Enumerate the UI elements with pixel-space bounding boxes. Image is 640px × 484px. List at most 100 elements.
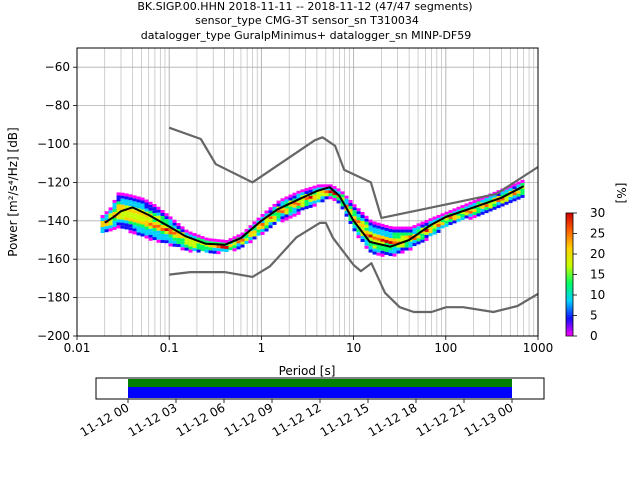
density-cell [500, 191, 505, 195]
density-cell [132, 213, 137, 217]
density-cell [300, 207, 305, 211]
density-cell [368, 234, 373, 238]
density-cell [284, 199, 289, 203]
density-cell [396, 229, 401, 233]
density-cell [188, 249, 193, 253]
density-cell [344, 204, 349, 208]
density-cell [448, 210, 453, 214]
density-cell [420, 236, 425, 240]
density-cell [108, 213, 113, 217]
density-cell [440, 213, 445, 217]
density-cell [144, 208, 149, 212]
density-cell [264, 219, 269, 223]
density-cell [252, 221, 257, 225]
density-cell [336, 188, 341, 192]
density-cell [144, 214, 149, 218]
density-cell [248, 234, 253, 238]
density-cell [396, 244, 401, 248]
density-cell [216, 251, 221, 255]
density-cell [112, 217, 117, 221]
density-cell [124, 205, 129, 209]
density-cell [116, 219, 121, 223]
density-cell [316, 187, 321, 191]
density-cell [236, 246, 241, 250]
density-cell [400, 244, 405, 248]
density-cell [304, 197, 309, 201]
density-cell [184, 232, 189, 236]
density-cell [160, 209, 165, 213]
density-cell [292, 207, 297, 211]
density-cell [376, 234, 381, 238]
timeline-tick-label: 11-12 00 [78, 400, 132, 439]
density-cell [132, 195, 137, 199]
density-cell [404, 235, 409, 239]
density-cell [384, 230, 389, 234]
density-cell [164, 234, 169, 238]
density-cell [416, 223, 421, 227]
density-cell [448, 219, 453, 223]
y-tick-label: −200 [37, 329, 70, 343]
density-cell [404, 226, 409, 230]
density-cell [460, 211, 465, 215]
density-cell [368, 222, 373, 226]
density-cell [196, 246, 201, 250]
density-cell [168, 234, 173, 238]
timeline-bars [128, 379, 512, 398]
density-cell [272, 206, 277, 210]
density-cell [104, 223, 109, 227]
density-cell [264, 222, 269, 226]
timeline-tick-label: 11-13 00 [462, 400, 516, 439]
density-cell [388, 238, 393, 242]
density-cell [132, 201, 137, 205]
density-cell [356, 211, 361, 215]
density-cell [160, 233, 165, 237]
density-cell [296, 199, 301, 203]
y-tick-label: −180 [37, 291, 70, 305]
density-cell [384, 248, 389, 252]
density-cell [468, 204, 473, 208]
density-cell [132, 225, 137, 229]
density-cell [128, 194, 133, 198]
density-cell [408, 232, 413, 236]
density-cell [172, 231, 177, 235]
density-cell [168, 222, 173, 226]
density-cell [456, 206, 461, 210]
density-cell [436, 226, 441, 230]
density-cell [256, 223, 261, 227]
colorbar-scale [565, 212, 574, 337]
density-cell [212, 238, 217, 242]
density-cell [392, 235, 397, 239]
density-cell [160, 212, 165, 216]
density-cell [372, 233, 377, 237]
colorbar-tick-label: 20 [590, 247, 605, 261]
density-cell [400, 235, 405, 239]
density-cell [136, 226, 141, 230]
colorbar-tick-label: 15 [590, 268, 605, 282]
density-cell [380, 250, 385, 254]
density-cell [364, 215, 369, 219]
density-cell [492, 194, 497, 198]
colorbar-tick-label: 10 [590, 288, 605, 302]
density-cell [352, 210, 357, 214]
density-cell [500, 197, 505, 201]
density-cell [116, 222, 121, 226]
density-cell [184, 229, 189, 233]
x-tick-label: 1 [258, 341, 266, 355]
density-cell [328, 190, 333, 194]
density-cell [360, 227, 365, 231]
density-cell [512, 183, 517, 187]
density-cell [440, 219, 445, 223]
density-cell [512, 186, 517, 190]
density-cell [408, 244, 413, 248]
density-cell [136, 220, 141, 224]
density-cell [124, 226, 129, 230]
density-cell [516, 190, 521, 194]
density-cell [300, 201, 305, 205]
density-cell [468, 216, 473, 220]
density-cell [332, 186, 337, 190]
density-cell [424, 228, 429, 232]
density-cell [288, 203, 293, 207]
density-cell [144, 202, 149, 206]
density-cell [100, 230, 105, 234]
density-cell [224, 239, 229, 243]
